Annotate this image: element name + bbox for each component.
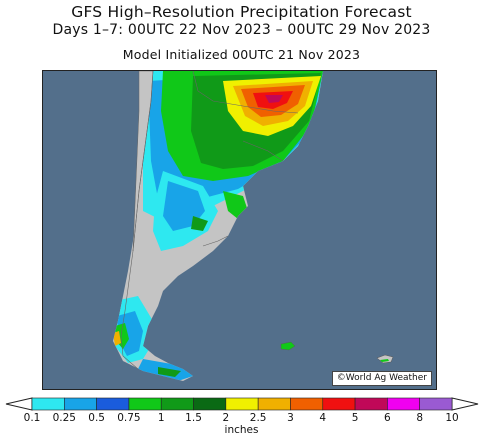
colorbar-cell-6 bbox=[225, 397, 259, 411]
country-borders bbox=[120, 71, 299, 370]
colorbar-tick-label: 0.75 bbox=[117, 412, 141, 424]
colorbar-tick-label: 8 bbox=[416, 412, 424, 424]
colorbar-cell-8 bbox=[290, 397, 324, 411]
colorbar-cell-9 bbox=[322, 397, 356, 411]
colorbar-cell-10 bbox=[354, 397, 388, 411]
model-init-time: Model Initialized 00UTC 21 Nov 2023 bbox=[122, 47, 361, 62]
colorbar-tick-label: 10 bbox=[445, 412, 459, 424]
colorbar-cell-5 bbox=[193, 397, 227, 411]
south-georgia-precip bbox=[280, 341, 296, 351]
copyright-label: ©World Ag Weather bbox=[331, 371, 432, 386]
colorbar-cell-7 bbox=[257, 397, 291, 411]
colorbar-tick-label: 1 bbox=[157, 412, 165, 424]
precipitation-map: ©World Ag Weather bbox=[42, 70, 437, 390]
colorbar-cell-2 bbox=[96, 397, 130, 411]
colorbar-cell-0 bbox=[31, 397, 65, 411]
colorbar-tick-label: 5 bbox=[351, 412, 359, 424]
colorbar-tick-label: 6 bbox=[384, 412, 391, 424]
colorbar-cell-3 bbox=[128, 397, 162, 411]
colorbar-tick-label: 1.5 bbox=[185, 412, 202, 424]
colorbar-over-arrow bbox=[451, 397, 479, 411]
colorbar-cell-11 bbox=[387, 397, 420, 411]
precipitation-shading bbox=[113, 71, 323, 381]
colorbar-tick-label: 2 bbox=[222, 412, 230, 424]
colorbar-tick-label: 0.1 bbox=[23, 412, 41, 424]
colorbar-tick-label: 3 bbox=[287, 412, 294, 424]
colorbar bbox=[5, 397, 479, 411]
colorbar-tick-label: 2.5 bbox=[249, 412, 267, 424]
colorbar-tick-label: 0.25 bbox=[52, 412, 76, 424]
colorbar-cell-1 bbox=[64, 397, 97, 411]
colorbar-under-arrow bbox=[5, 397, 33, 411]
colorbar-units: inches bbox=[224, 424, 259, 436]
map-svg bbox=[43, 71, 436, 389]
falklands-precip bbox=[380, 359, 389, 362]
colorbar-cell-12 bbox=[419, 397, 453, 411]
colorbar-tick-label: 0.5 bbox=[88, 412, 105, 424]
forecast-period: Days 1–7: 00UTC 22 Nov 2023 – 00UTC 29 N… bbox=[52, 22, 431, 38]
colorbar-tick-label: 4 bbox=[319, 412, 327, 424]
colorbar-cell-4 bbox=[160, 397, 194, 411]
map-title: GFS High–Resolution Precipitation Foreca… bbox=[71, 3, 412, 21]
